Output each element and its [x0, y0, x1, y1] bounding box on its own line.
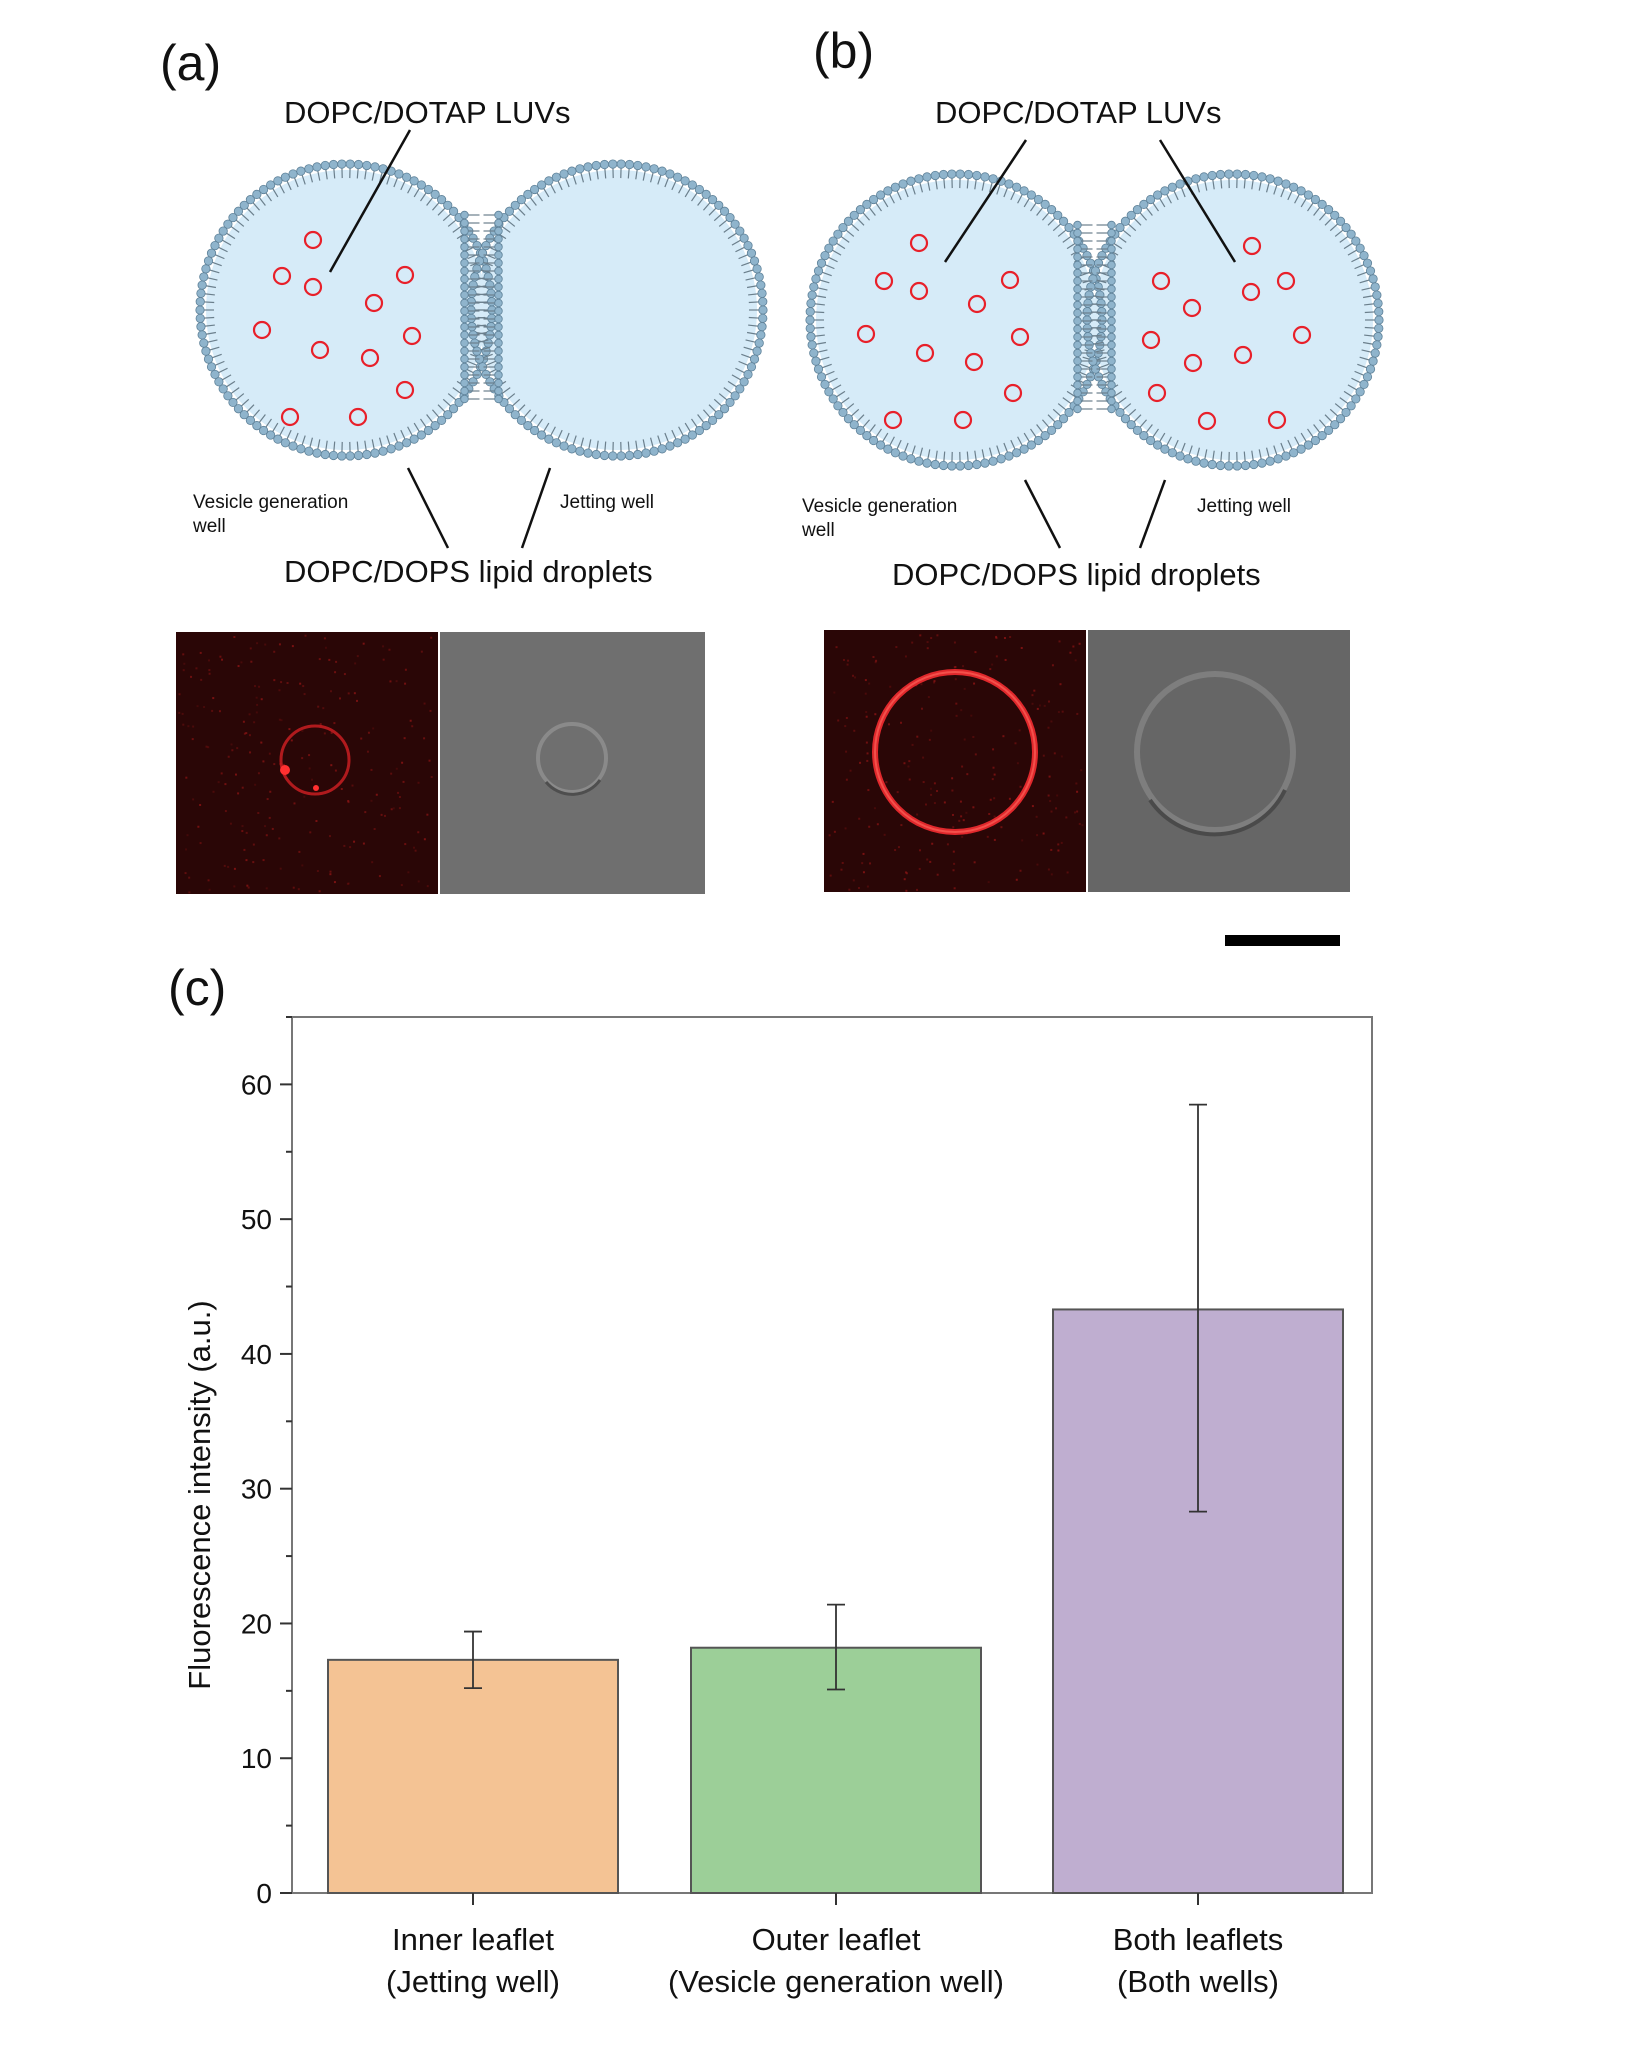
- droplet-pointer-line-left: [406, 467, 450, 549]
- luv-vesicle: [1267, 410, 1287, 430]
- luv-vesicle: [1003, 383, 1023, 403]
- droplet-pointer-line-right: [520, 467, 552, 549]
- luv-vesicle: [909, 233, 929, 253]
- luv-vesicle: [1233, 345, 1253, 365]
- panel-b-droplet-label: DOPC/DOPS lipid droplets: [892, 557, 1261, 592]
- luv-vesicle: [953, 410, 973, 430]
- bar: [327, 1658, 619, 1895]
- luv-vesicle: [1010, 327, 1030, 347]
- luv-vesicle: [874, 271, 894, 291]
- panel-a-droplet-label: DOPC/DOPS lipid droplets: [284, 554, 653, 589]
- jetting-well-label: Jetting well: [560, 492, 654, 513]
- luv-vesicle: [967, 294, 987, 314]
- luv-vesicle: [1147, 383, 1167, 403]
- droplet-pointer-line-left: [1023, 479, 1062, 549]
- vesicle-well-label: Vesicle generation well: [192, 492, 354, 537]
- jetting-droplet: [477, 170, 757, 450]
- luv-vesicle: [360, 348, 380, 368]
- panel-a-luv-label: DOPC/DOTAP LUVs: [284, 95, 571, 130]
- luv-vesicle: [395, 265, 415, 285]
- jetting-well-label: Jetting well: [1197, 496, 1291, 517]
- panel-a-luvs: [252, 230, 422, 427]
- luv-vesicle: [402, 326, 422, 346]
- scale-bar: [1225, 935, 1340, 946]
- y-tick-label: 0: [256, 1878, 272, 1909]
- luv-pointer-line: [328, 129, 412, 273]
- luv-vesicle: [303, 277, 323, 297]
- panel-c: (c) 0 10 20 30 40 50 60 Fluorescence intensity …: [168, 960, 1373, 1999]
- droplet-pointer-line-right: [1138, 479, 1167, 549]
- panel-b-luv-label: DOPC/DOTAP LUVs: [935, 95, 1222, 130]
- panel-a-dic-image: [440, 632, 705, 894]
- bar: [1052, 1308, 1344, 1894]
- y-tick-label: 20: [241, 1608, 272, 1639]
- luv-vesicle: [364, 293, 384, 313]
- luv-vesicle: [395, 380, 415, 400]
- luv-vesicle: [1276, 271, 1296, 291]
- luv-vesicle: [303, 230, 323, 250]
- luv-vesicle: [1000, 270, 1020, 290]
- y-tick-label: 50: [241, 1204, 272, 1235]
- luv-pointer-line-right: [1158, 139, 1237, 263]
- luv-vesicle: [915, 343, 935, 363]
- panel-b: (b) DOPC/DOTAP LUVs Vesicle generation w…: [801, 23, 1384, 946]
- x-category-label: (Jetting well): [386, 1964, 560, 1999]
- panel-b-label: (b): [813, 23, 874, 79]
- y-tick-label: 10: [241, 1743, 272, 1774]
- y-tick-label: 40: [241, 1339, 272, 1370]
- panel-a-fluorescence-image: [176, 632, 438, 894]
- panel-b-fluorescence-image: [824, 630, 1086, 892]
- vesicle-generation-droplet: [206, 170, 486, 450]
- luv-vesicle: [1292, 325, 1312, 345]
- panel-b-droplets: [805, 169, 1384, 471]
- luv-vesicle: [310, 340, 330, 360]
- panel-b-dic-image: [1088, 630, 1350, 892]
- luv-vesicle: [1197, 411, 1217, 431]
- luv-vesicle: [272, 266, 292, 286]
- luv-vesicle: [1242, 236, 1262, 256]
- luv-vesicle: [1241, 282, 1261, 302]
- luv-vesicle: [883, 410, 903, 430]
- vesicle-well-label: Vesicle generation well: [801, 496, 963, 541]
- x-category-label: (Both wells): [1117, 1964, 1279, 1999]
- x-category-label: Inner leaflet: [392, 1922, 554, 1957]
- panel-a-label: (a): [160, 35, 221, 91]
- y-tick-label: 30: [241, 1474, 272, 1505]
- panel-c-label: (c): [168, 960, 226, 1016]
- bar-chart: 0 10 20 30 40 50 60 Fluorescence intensity (a.u…: [182, 1016, 1373, 1999]
- y-tick-label: 60: [241, 1069, 272, 1100]
- luv-vesicle: [1183, 353, 1203, 373]
- luv-vesicle: [856, 324, 876, 344]
- luv-vesicle: [1151, 271, 1171, 291]
- x-category-label: Outer leaflet: [752, 1922, 921, 1957]
- jetting-droplet: [1093, 180, 1373, 460]
- x-category-label: Both leaflets: [1113, 1922, 1284, 1957]
- panel-a: (a) DOPC/DOTAP LUVs Vesicle generation w…: [160, 35, 768, 894]
- vesicle-generation-droplet: [816, 180, 1096, 460]
- luv-vesicle: [280, 407, 300, 427]
- y-axis-title: Fluorescence intensity (a.u.): [182, 1300, 217, 1689]
- x-category-label: (Vesicle generation well): [668, 1964, 1004, 1999]
- panel-a-droplets: [195, 159, 768, 461]
- luv-vesicle: [1141, 330, 1161, 350]
- luv-vesicle: [252, 320, 272, 340]
- luv-vesicle: [964, 352, 984, 372]
- luv-vesicle: [909, 281, 929, 301]
- luv-vesicle: [1182, 298, 1202, 318]
- luv-pointer-line-left: [943, 139, 1028, 263]
- luv-vesicle: [348, 407, 368, 427]
- panel-b-luvs: [856, 233, 1312, 431]
